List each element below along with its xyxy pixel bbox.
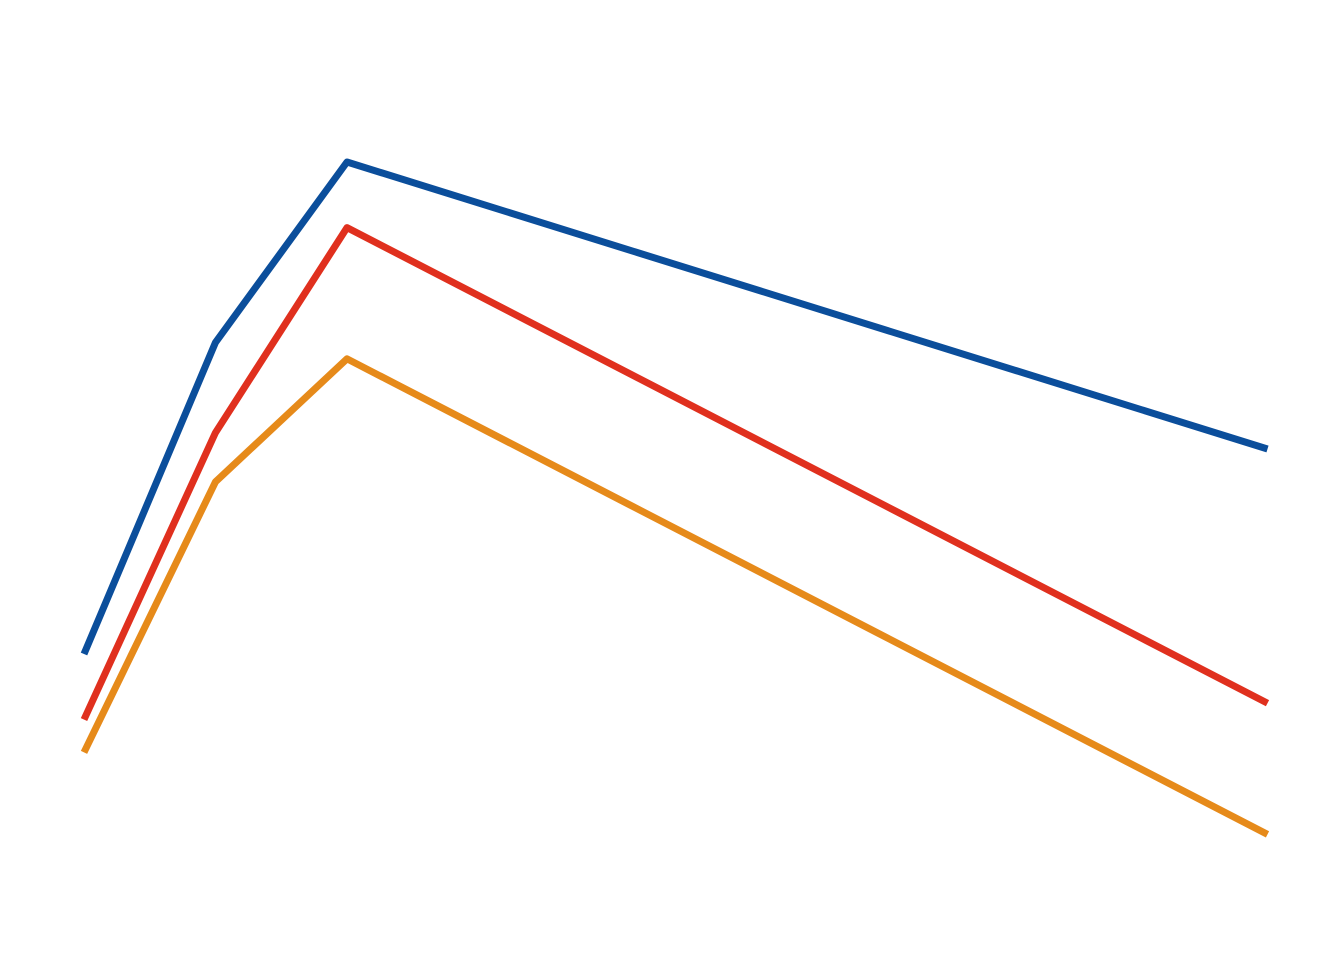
data-point-blue-1 — [212, 339, 219, 346]
data-point-red-1 — [212, 429, 219, 436]
data-point-blue-2 — [344, 159, 351, 166]
series-line-orange — [80, 355, 1270, 838]
series-layer — [80, 158, 1271, 838]
data-point-orange-1 — [212, 478, 219, 485]
data-point-orange-0 — [81, 749, 88, 756]
data-point-red-0 — [81, 716, 88, 723]
data-point-blue-0 — [81, 651, 88, 658]
data-point-red-2 — [344, 224, 351, 231]
series-line-blue — [80, 158, 1269, 656]
data-point-orange-3 — [1264, 831, 1271, 838]
data-point-blue-3 — [1264, 446, 1271, 453]
series-line-red — [80, 224, 1270, 722]
data-point-orange-2 — [344, 355, 351, 362]
data-point-red-3 — [1264, 700, 1271, 707]
